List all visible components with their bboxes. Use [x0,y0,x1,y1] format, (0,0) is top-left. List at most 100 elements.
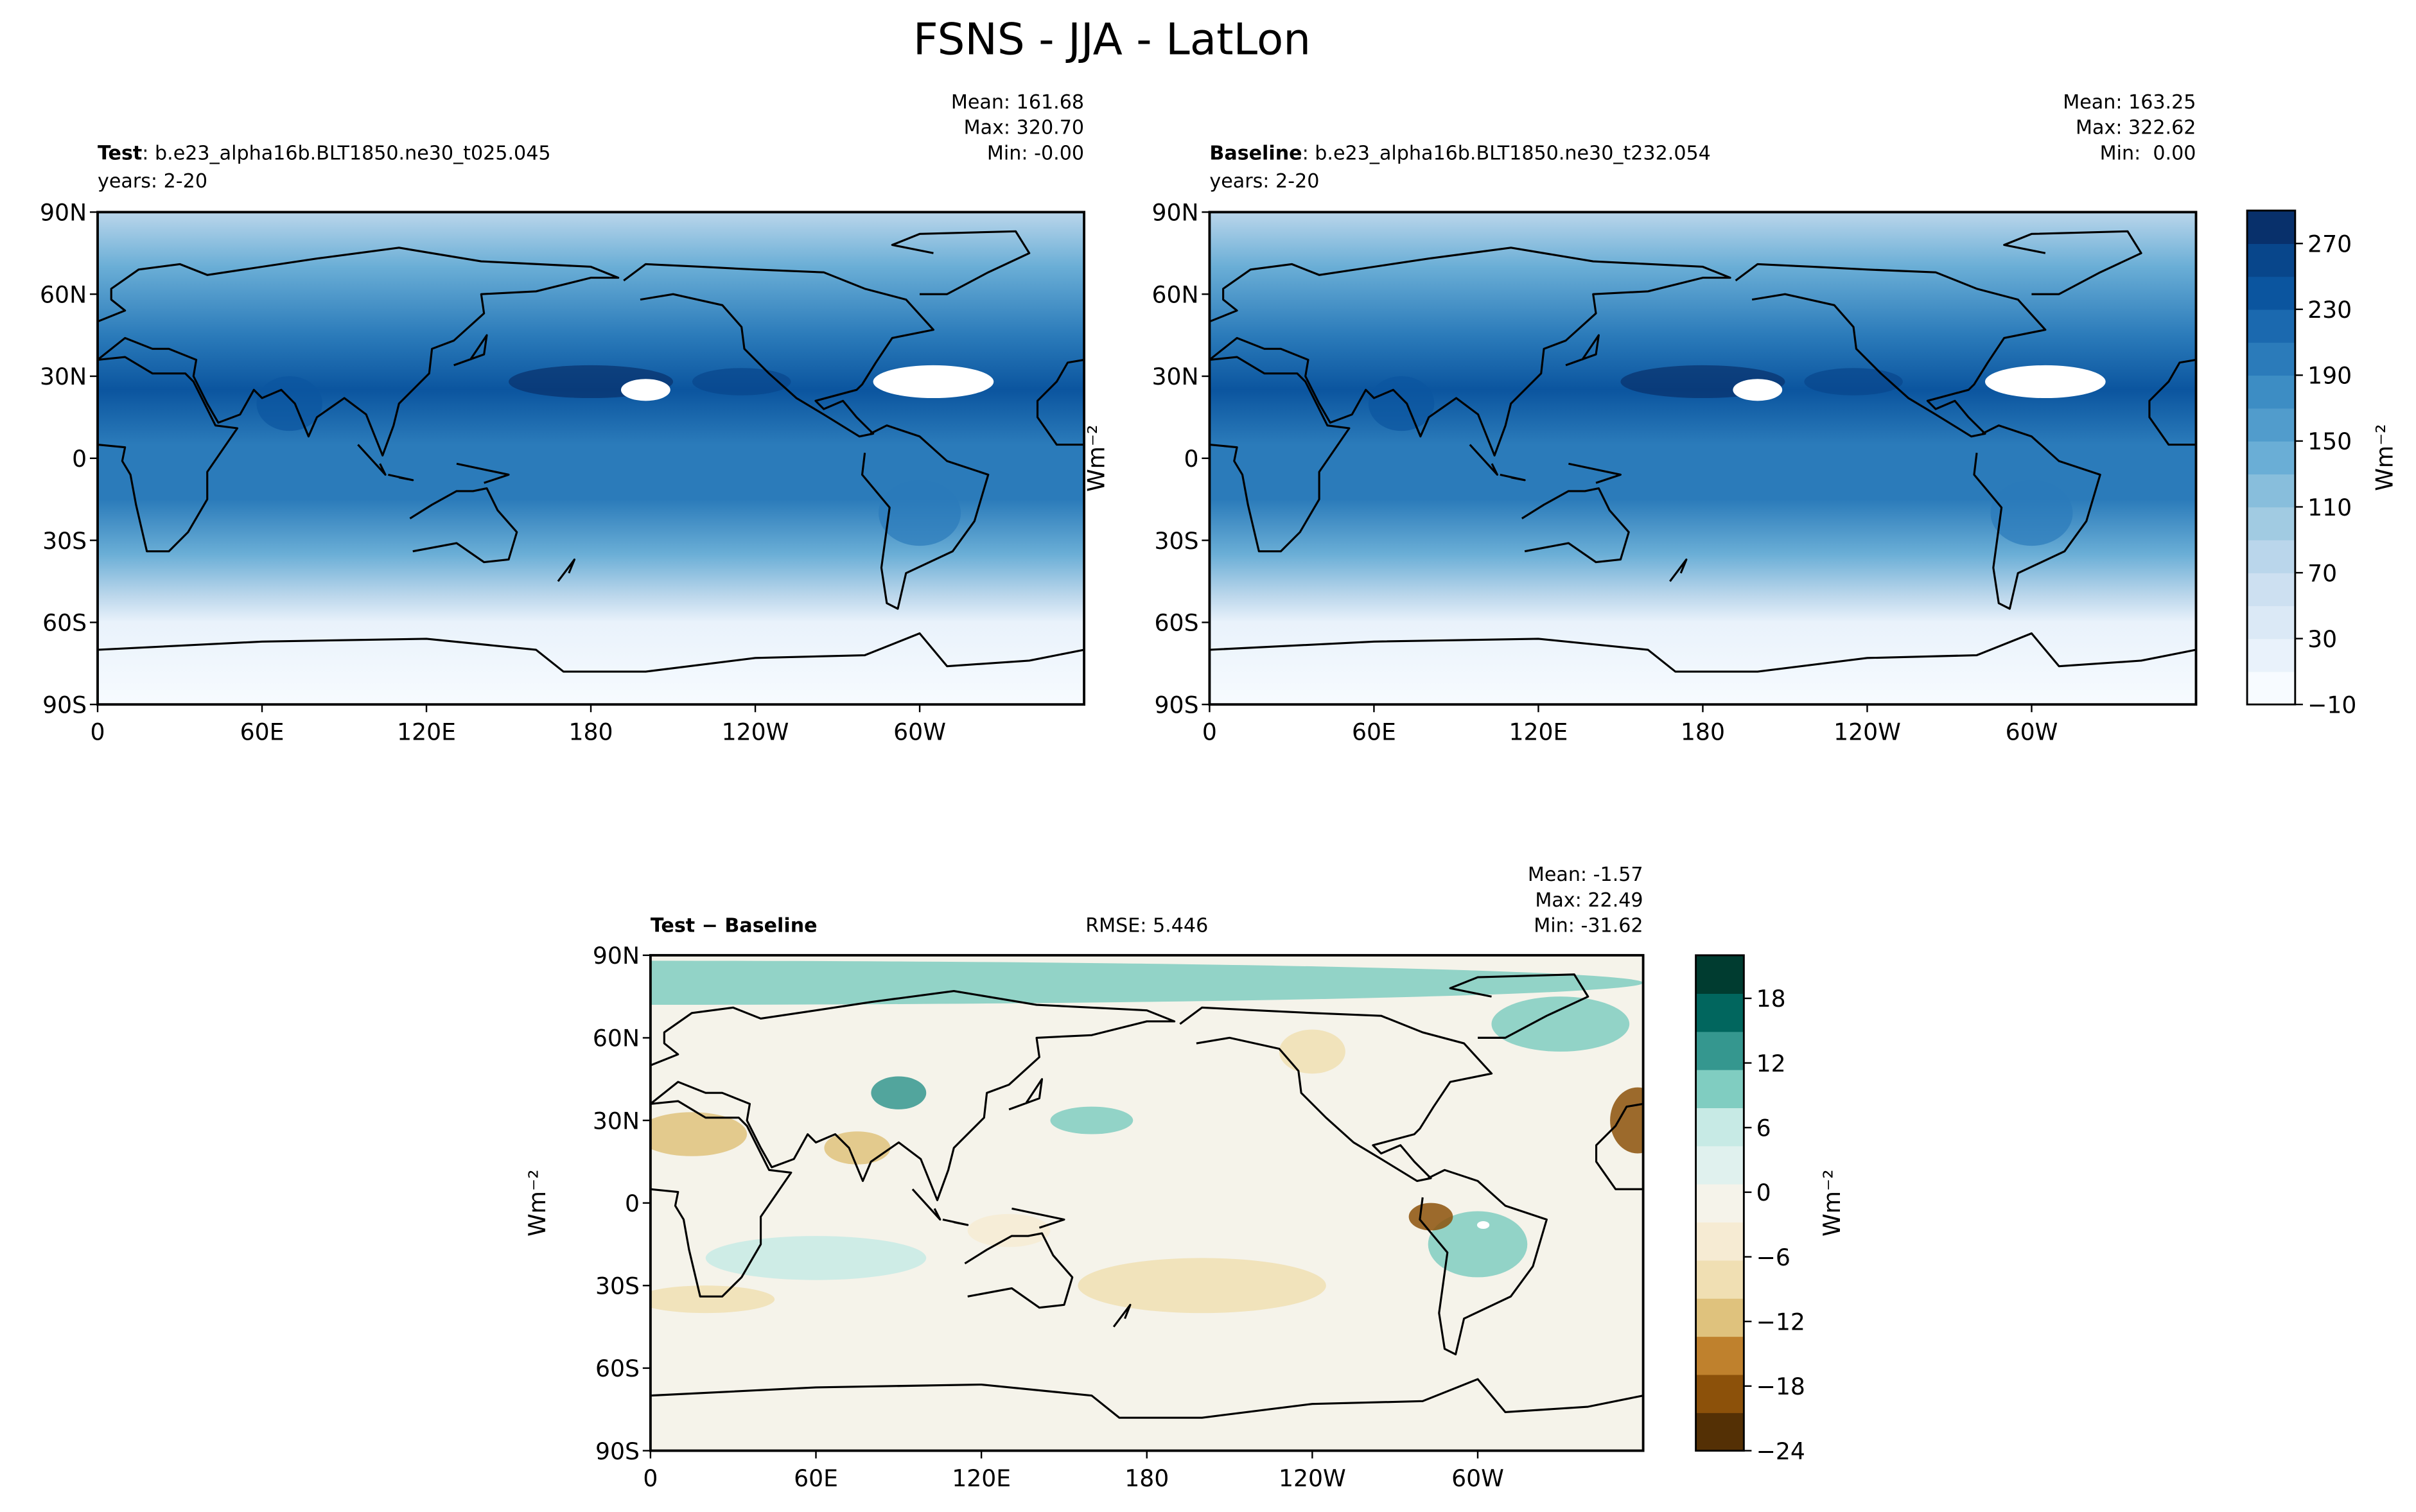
y-tick-label: 30S [42,527,87,555]
colorbar-tick-label: −18 [1756,1373,1805,1400]
field-blob [1050,1106,1134,1134]
colorbar-band [1695,1298,1744,1337]
masked-region [1733,379,1783,401]
colorbar-band [2247,573,2295,607]
colorbar-band [1695,1412,1744,1452]
x-tick-label: 0 [90,718,105,746]
colorbar-label: Wm⁻² [1818,1169,1846,1237]
stat: Mean: -1.57 [1528,864,1643,886]
field-blob [967,1213,1051,1247]
panel-label-name: Baseline [1209,142,1302,164]
field-blob [650,960,1643,1005]
x-tick-label: 0 [643,1464,658,1492]
x-tick-label: 60E [1352,718,1396,746]
colorbar-band [2247,605,2295,639]
y-tick-label: 30N [593,1107,640,1134]
masked-region [1476,1221,1490,1230]
colorbar-band [1695,1374,1744,1413]
field-blob [1428,1211,1528,1278]
panel-label: Test: b.e23_alpha16b.BLT1850.ne30_t025.0… [98,142,551,164]
stat: Min: -31.62 [1534,915,1643,937]
map-field [1209,212,2196,705]
y-tick-label: 90S [42,691,87,718]
colorbar-tick-label: 12 [1756,1050,1786,1077]
x-tick-label: 60E [240,718,284,746]
y-tick-label: 60N [40,281,87,308]
y-tick-label: 90S [595,1438,640,1465]
y-tick-label: 90N [40,199,87,227]
panel-label: Baseline: b.e23_alpha16b.BLT1850.ne30_t2… [1209,142,1710,164]
field-blob [650,1285,775,1314]
x-tick-label: 120E [952,1464,1011,1492]
stat: Min: -0.00 [987,142,1084,164]
colorbar-tick-label: −24 [1756,1438,1805,1465]
y-tick-label: 30S [1155,527,1199,555]
masked-region [873,365,994,399]
colorbar-tick-label: 18 [1756,985,1786,1012]
colorbar-tick-label: 270 [2307,230,2352,258]
colorbar-tick-label: 150 [2307,428,2352,455]
x-tick-label: 120W [1279,1464,1346,1492]
field-blob [1491,996,1630,1052]
field-blob [650,1112,748,1156]
x-tick-label: 60W [1451,1464,1504,1492]
colorbar-band [2247,375,2295,409]
x-tick-label: 180 [1125,1464,1169,1492]
field-blob [879,480,961,546]
coastline [1209,230,2196,673]
masked-region [620,379,670,401]
x-tick-label: 120W [722,718,789,746]
colorbar-band [2247,638,2295,672]
colorbar-tick-label: 230 [2307,296,2352,324]
colorbar-tick-label: −12 [1756,1308,1805,1335]
y-axis-label: Wm⁻² [1082,425,1110,492]
field-blob [871,1076,927,1109]
stat: Max: 322.62 [2076,117,2196,139]
field-blob [256,376,322,431]
colorbar-band [1695,1069,1744,1109]
field-blob [705,1236,927,1280]
colorbar-band [1695,1145,1744,1185]
y-tick-label: 30S [595,1273,640,1300]
x-tick-label: 0 [1202,718,1217,746]
colorbar-band [2247,671,2295,705]
colorbar-band [1695,1184,1744,1223]
colorbar-band [1695,955,1744,994]
colorbar-band [1695,1031,1744,1070]
y-tick-label: 60S [595,1355,640,1382]
colorbar-band [2247,474,2295,508]
y-axis-label: Wm⁻² [523,1169,551,1237]
colorbar-label: Wm⁻² [2371,424,2399,491]
colorbar-tick-label: 30 [2307,625,2337,653]
field-blob [824,1131,891,1165]
field-blob [1804,368,1903,395]
colorbar-band [2247,243,2295,277]
y-tick-label: 90N [593,942,640,969]
field-blob [1408,1203,1453,1231]
field [98,212,1085,705]
colorbar-band [1695,1336,1744,1375]
coastline [650,973,1643,1419]
colorbar-tick-label: 70 [2307,559,2337,587]
panel-label-text: : b.e23_alpha16b.BLT1850.ne30_t025.045 [142,142,550,164]
y-tick-label: 0 [625,1190,640,1217]
rmse: RMSE: 5.446 [1085,915,1208,937]
panel-subtitle: years: 2-20 [98,170,207,193]
field-blob [1078,1258,1326,1314]
colorbar-band [2247,440,2295,474]
field-blob [692,368,791,395]
x-tick-label: 120E [397,718,456,746]
y-tick-label: 60N [593,1025,640,1052]
colorbar-band [2247,507,2295,541]
x-tick-label: 60W [893,718,946,746]
y-tick-label: 60S [42,609,87,637]
colorbar-tick-label: 190 [2307,362,2352,390]
x-tick-label: 120W [1834,718,1901,746]
colorbar-tick-label: 110 [2307,494,2352,521]
x-tick-label: 60W [2006,718,2058,746]
y-tick-label: 90N [1151,199,1198,227]
y-tick-label: 0 [1184,445,1199,473]
colorbar-band [2247,408,2295,442]
colorbar-band [2247,342,2295,376]
